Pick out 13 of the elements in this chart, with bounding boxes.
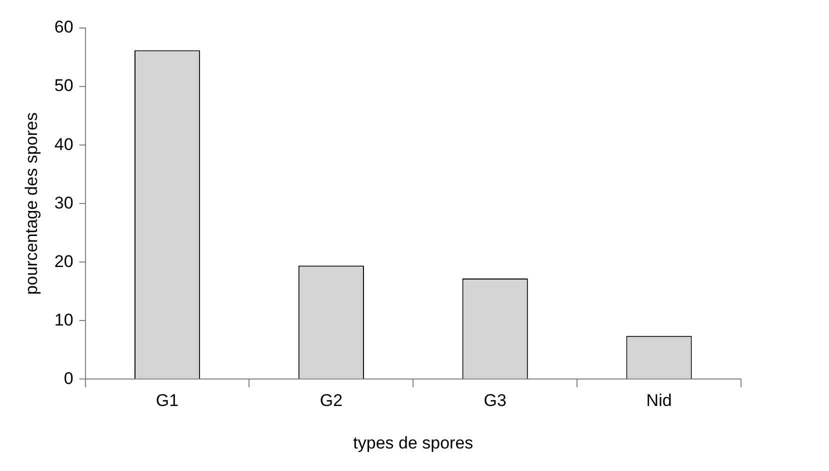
- x-axis-title: types de spores: [353, 433, 474, 452]
- y-axis-title: pourcentage des spores: [22, 112, 41, 295]
- x-tick-label: G3: [484, 391, 506, 410]
- y-tick-label: 50: [54, 76, 74, 96]
- y-tick-label: 60: [54, 18, 74, 37]
- y-tick-label: 30: [54, 193, 74, 212]
- y-tick-label: 0: [64, 368, 74, 388]
- x-tick-label: G1: [156, 391, 179, 410]
- x-tick-label: G2: [320, 391, 343, 410]
- x-tick-label: Nid: [646, 391, 672, 410]
- y-tick-label: 40: [54, 134, 74, 154]
- y-tick-label: 20: [54, 252, 74, 271]
- y-tick-label: 10: [54, 310, 74, 330]
